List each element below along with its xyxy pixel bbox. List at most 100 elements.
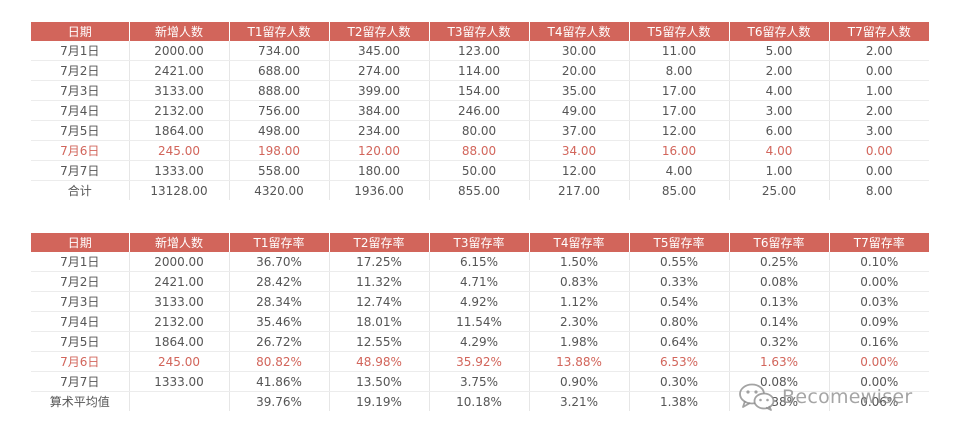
value-cell: 1333.00 bbox=[129, 371, 230, 392]
value-cell: 0.90% bbox=[529, 371, 630, 392]
column-header: T4留存人数 bbox=[529, 22, 630, 41]
value-cell: 4.92% bbox=[429, 291, 530, 312]
value-cell: 12.00 bbox=[629, 120, 730, 141]
value-cell: 49.00 bbox=[529, 100, 630, 121]
value-cell: 1.50% bbox=[529, 252, 630, 272]
date-cell: 7月4日 bbox=[31, 100, 130, 121]
table-row: 7月5日 1864.00 498.00 234.00 80.00 37.00 12.00 6.… bbox=[31, 120, 929, 141]
column-header: T1留存率 bbox=[229, 233, 330, 252]
value-cell: 274.00 bbox=[329, 60, 430, 81]
value-cell: 4320.00 bbox=[229, 180, 330, 200]
table-row: 7月3日 3133.00 28.34% 12.74% 4.92% 1.12% 0.54% 0.… bbox=[31, 291, 929, 312]
value-cell: 8.00 bbox=[865, 183, 893, 198]
date-cell: 7月1日 bbox=[31, 41, 130, 61]
value-cell: 0.13% bbox=[729, 291, 830, 312]
column-header: T4留存率 bbox=[529, 233, 630, 252]
value-cell: 245.00 bbox=[129, 140, 230, 161]
value-cell: 0.00 bbox=[829, 140, 929, 161]
date-cell: 7月6日 bbox=[31, 351, 130, 372]
value-cell: 345.00 bbox=[329, 41, 430, 61]
value-cell: 19.19% bbox=[329, 391, 430, 411]
table-row: 7月7日 1333.00 558.00 180.00 50.00 12.00 4.00 1.0… bbox=[31, 160, 929, 181]
summary-row: 合计 13128.00 4320.00 1936.00 855.00 217.00 85.0… bbox=[31, 180, 929, 200]
value-cell: 3.21% bbox=[529, 391, 630, 411]
date-cell: 7月2日 bbox=[31, 60, 130, 81]
value-cell: 30.00 bbox=[529, 41, 630, 61]
value-cell: 120.00 bbox=[329, 140, 430, 161]
value-cell: 0.00% bbox=[829, 351, 929, 372]
value-cell: 558.00 bbox=[229, 160, 330, 181]
value-cell: 688.00 bbox=[229, 60, 330, 81]
value-cell: 0.33% bbox=[629, 271, 730, 292]
date-cell: 合计 bbox=[31, 180, 130, 200]
value-cell: 50.00 bbox=[429, 160, 530, 181]
value-cell bbox=[129, 391, 230, 411]
retention-rate-table: 日期 新增人数 T1留存率 T2留存率 T3留存率 T4留存率 T5留存率 T6留存率 T7留存… bbox=[31, 233, 929, 411]
retention-count-table: 日期 新增人数 T1留存人数 T2留存人数 T3留存人数 T4留存人数 T5留存人数 T6留存… bbox=[31, 22, 929, 200]
value-cell: 2132.00 bbox=[129, 100, 230, 121]
date-cell: 7月5日 bbox=[31, 120, 130, 141]
value-cell: 48.98% bbox=[329, 351, 430, 372]
wechat-icon bbox=[739, 383, 775, 411]
column-header: 日期 bbox=[31, 22, 130, 41]
value-cell: 36.70% bbox=[229, 252, 330, 272]
value-cell: 13.88% bbox=[529, 351, 630, 372]
value-cell: 80.00 bbox=[429, 120, 530, 141]
value-cell: 3.75% bbox=[429, 371, 530, 392]
value-cell: 0.25% bbox=[729, 252, 830, 272]
value-cell: 8.00 bbox=[629, 60, 730, 81]
value-cell: 17.00 bbox=[629, 100, 730, 121]
value-cell: 0.08% bbox=[729, 371, 830, 392]
value-cell: 114.00 bbox=[429, 60, 530, 81]
table-row: 7月3日 3133.00 888.00 399.00 154.00 35.00 17.00 4… bbox=[31, 80, 929, 101]
table-header-row: 日期 新增人数 T1留存率 T2留存率 T3留存率 T4留存率 T5留存率 T6留存率 T7留存… bbox=[31, 233, 929, 252]
value-cell: 0.08% bbox=[729, 271, 830, 292]
value-cell: 1.12% bbox=[529, 291, 630, 312]
value-cell: 28.42% bbox=[229, 271, 330, 292]
value-cell: 2.00 bbox=[829, 100, 929, 121]
column-header: T5留存人数 bbox=[629, 22, 730, 41]
value-cell: 123.00 bbox=[429, 41, 530, 61]
table-row: 7月6日 245.00 80.82% 48.98% 35.92% 13.88% 6.53% 1… bbox=[31, 351, 929, 372]
value-cell: 0.30% bbox=[629, 371, 730, 392]
date-cell: 7月6日 bbox=[31, 140, 130, 161]
column-header: T6留存率 bbox=[729, 233, 830, 252]
column-header: T5留存率 bbox=[629, 233, 730, 252]
column-header: T2留存率 bbox=[329, 233, 430, 252]
value-cell: 12.55% bbox=[329, 331, 430, 352]
value-cell: 2000.00 bbox=[129, 41, 230, 61]
date-cell: 7月3日 bbox=[31, 291, 130, 312]
value-cell: 12.00 bbox=[529, 160, 630, 181]
table-row: 7月5日 1864.00 26.72% 12.55% 4.29% 1.98% 0.64% 0.… bbox=[31, 331, 929, 352]
value-cell: 39.76% bbox=[229, 391, 330, 411]
column-header: T2留存人数 bbox=[329, 22, 430, 41]
value-cell: 25.00 bbox=[729, 180, 830, 200]
value-cell: 5.00 bbox=[729, 41, 830, 61]
value-cell: 4.00 bbox=[629, 160, 730, 181]
value-cell: 34.00 bbox=[529, 140, 630, 161]
value-cell: 2.30% bbox=[529, 311, 630, 332]
value-cell: 0.06% bbox=[860, 394, 899, 409]
column-header: 新增人数 bbox=[129, 22, 230, 41]
date-cell: 7月3日 bbox=[31, 80, 130, 101]
value-cell: 198.00 bbox=[229, 140, 330, 161]
value-cell: 35.46% bbox=[229, 311, 330, 332]
value-cell: 17.25% bbox=[329, 252, 430, 272]
date-cell: 7月2日 bbox=[31, 271, 130, 292]
table-row: 7月2日 2421.00 688.00 274.00 114.00 20.00 8.00 2.… bbox=[31, 60, 929, 81]
value-cell: 399.00 bbox=[329, 80, 430, 101]
table-row: 7月1日 2000.00 734.00 345.00 123.00 30.00 11.00 5… bbox=[31, 41, 929, 61]
column-header: 新增人数 bbox=[129, 233, 230, 252]
value-cell: 734.00 bbox=[229, 41, 330, 61]
value-cell: 245.00 bbox=[129, 351, 230, 372]
value-cell: 0.09% bbox=[829, 311, 929, 332]
column-header: 日期 bbox=[31, 233, 130, 252]
value-cell: 0.54% bbox=[629, 291, 730, 312]
column-header: T7留存人数 bbox=[829, 22, 929, 41]
value-cell: 498.00 bbox=[229, 120, 330, 141]
date-cell: 7月7日 bbox=[31, 160, 130, 181]
value-cell: 11.00 bbox=[629, 41, 730, 61]
value-cell: 0.83% bbox=[529, 271, 630, 292]
value-cell: 234.00 bbox=[329, 120, 430, 141]
value-cell: 0.16% bbox=[829, 331, 929, 352]
